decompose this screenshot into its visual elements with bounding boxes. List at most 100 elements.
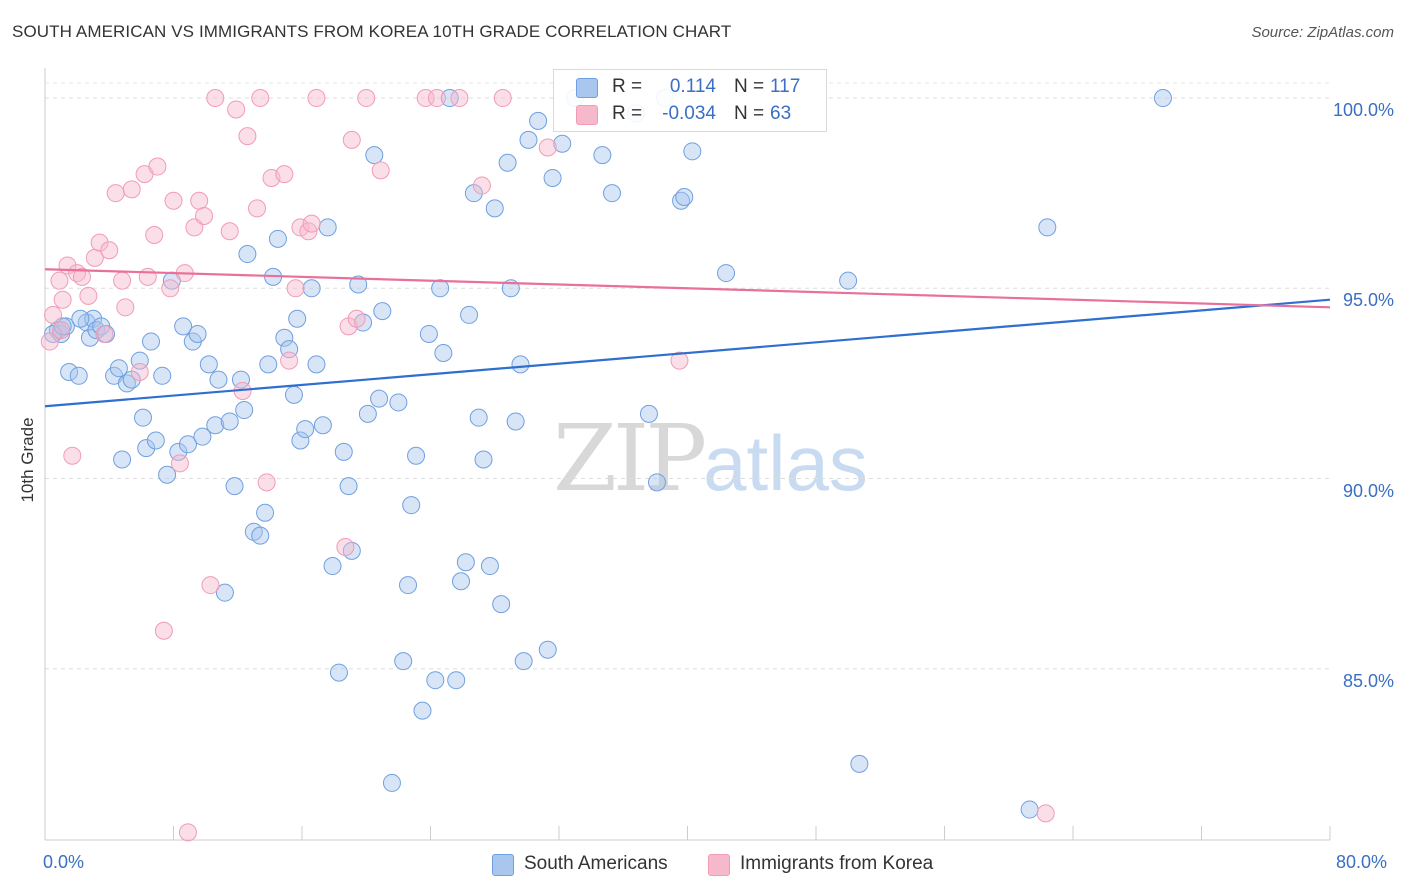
bottom-legend-label: South Americans bbox=[524, 853, 668, 874]
korea-point bbox=[154, 621, 173, 640]
korea-point bbox=[227, 100, 246, 119]
south-american-point bbox=[480, 557, 499, 576]
korea-point bbox=[52, 321, 71, 340]
korea-point bbox=[307, 89, 326, 108]
south-american-point bbox=[142, 332, 161, 351]
south-american-point bbox=[529, 111, 548, 130]
korea-point bbox=[493, 89, 512, 108]
korea-point bbox=[238, 127, 257, 146]
korea-point bbox=[248, 199, 267, 218]
south-american-point bbox=[60, 363, 79, 381]
south-american-point bbox=[313, 416, 332, 435]
chart-title: SOUTH AMERICAN VS IMMIGRANTS FROM KOREA … bbox=[12, 22, 732, 41]
legend-n-value: 117 bbox=[770, 76, 801, 97]
south-american-point bbox=[593, 146, 612, 165]
south-american-point bbox=[169, 442, 188, 461]
korea-point bbox=[72, 267, 91, 286]
south-american-point bbox=[69, 366, 88, 385]
south-american-point bbox=[206, 416, 225, 435]
legend-row-south-americans: R = 0.114 N = 117 bbox=[554, 74, 826, 100]
legend-r-value: -0.034 bbox=[662, 103, 716, 124]
south-american-point bbox=[440, 89, 459, 108]
watermark-zip: ZIP bbox=[553, 405, 707, 512]
south-american-point bbox=[382, 773, 401, 792]
y-axis-label: 10th Grade bbox=[18, 417, 37, 503]
korea-point bbox=[190, 191, 209, 210]
south-american-point bbox=[492, 595, 511, 614]
south-american-point bbox=[133, 408, 152, 427]
south-american-point bbox=[1153, 89, 1172, 108]
korea-point bbox=[1036, 804, 1055, 823]
south-american-point bbox=[323, 557, 342, 576]
korea-point bbox=[538, 138, 557, 157]
south-american-point bbox=[447, 671, 466, 690]
south-american-point bbox=[553, 134, 572, 153]
south-american-point bbox=[318, 218, 337, 237]
south-american-point bbox=[113, 450, 132, 469]
korea-point bbox=[113, 271, 132, 290]
korea-point bbox=[130, 363, 149, 381]
south-american-point bbox=[307, 355, 326, 374]
south-american-trendline bbox=[44, 298, 1331, 408]
korea-point bbox=[161, 279, 180, 298]
south-american-point bbox=[137, 439, 156, 458]
x-tick-label-max: 80.0% bbox=[1336, 852, 1388, 872]
south-american-point bbox=[158, 465, 177, 484]
south-american-point bbox=[256, 503, 275, 522]
korea-point bbox=[220, 222, 239, 241]
south-american-point bbox=[231, 370, 250, 389]
south-american-point bbox=[188, 324, 207, 343]
south-american-point bbox=[394, 652, 413, 671]
korea-point bbox=[79, 286, 98, 305]
south-american-point bbox=[850, 754, 869, 773]
south-american-point bbox=[268, 229, 287, 248]
legend-n-label: N = bbox=[734, 103, 765, 124]
korea-trendline bbox=[44, 268, 1331, 309]
south-american-point bbox=[71, 309, 90, 328]
south-american-point bbox=[153, 366, 172, 385]
south-american-point bbox=[389, 393, 408, 412]
korea-point bbox=[170, 454, 189, 473]
south-american-point bbox=[1020, 800, 1039, 819]
south-american-point bbox=[399, 576, 418, 595]
y-tick-label: 90.0% bbox=[1342, 480, 1394, 501]
south-american-point bbox=[717, 264, 736, 283]
watermark: ZIPatlas bbox=[553, 405, 868, 512]
south-american-point bbox=[647, 473, 666, 492]
south-american-point bbox=[215, 583, 234, 602]
south-american-point bbox=[146, 431, 165, 450]
south-american-point bbox=[434, 343, 453, 362]
korea-point bbox=[145, 226, 164, 245]
south-american-point bbox=[296, 420, 315, 439]
south-american-point bbox=[452, 572, 471, 591]
south-american-point bbox=[193, 427, 212, 446]
south-american-point bbox=[469, 408, 488, 427]
south-american-point bbox=[284, 385, 303, 404]
south-american-point bbox=[839, 271, 858, 290]
korea-point bbox=[302, 214, 321, 233]
korea-point bbox=[138, 267, 157, 286]
legend-row-korea: R = -0.034 N = 63 bbox=[554, 101, 826, 127]
south-american-point bbox=[460, 305, 479, 324]
korea-point bbox=[342, 130, 361, 149]
korea-point bbox=[257, 473, 276, 492]
south-american-point bbox=[259, 355, 278, 374]
south-american-point bbox=[426, 671, 445, 690]
korea-point bbox=[472, 176, 491, 195]
korea-point bbox=[336, 538, 355, 557]
bottom-legend-label: Immigrants from Korea bbox=[740, 853, 934, 874]
korea-point bbox=[95, 324, 114, 343]
korea-point bbox=[450, 89, 469, 108]
south-american-point bbox=[419, 324, 438, 343]
korea-point bbox=[371, 161, 390, 180]
korea-point bbox=[116, 298, 135, 317]
south-american-point bbox=[431, 279, 450, 298]
korea-point bbox=[122, 180, 141, 199]
legend-swatch-blue bbox=[576, 78, 598, 98]
south-american-point bbox=[639, 404, 658, 423]
south-american-point bbox=[506, 412, 525, 431]
south-american-point bbox=[543, 168, 562, 187]
south-american-point bbox=[514, 652, 533, 671]
south-american-point bbox=[538, 640, 557, 659]
source-label: Source: ZipAtlas.com bbox=[1251, 24, 1394, 41]
